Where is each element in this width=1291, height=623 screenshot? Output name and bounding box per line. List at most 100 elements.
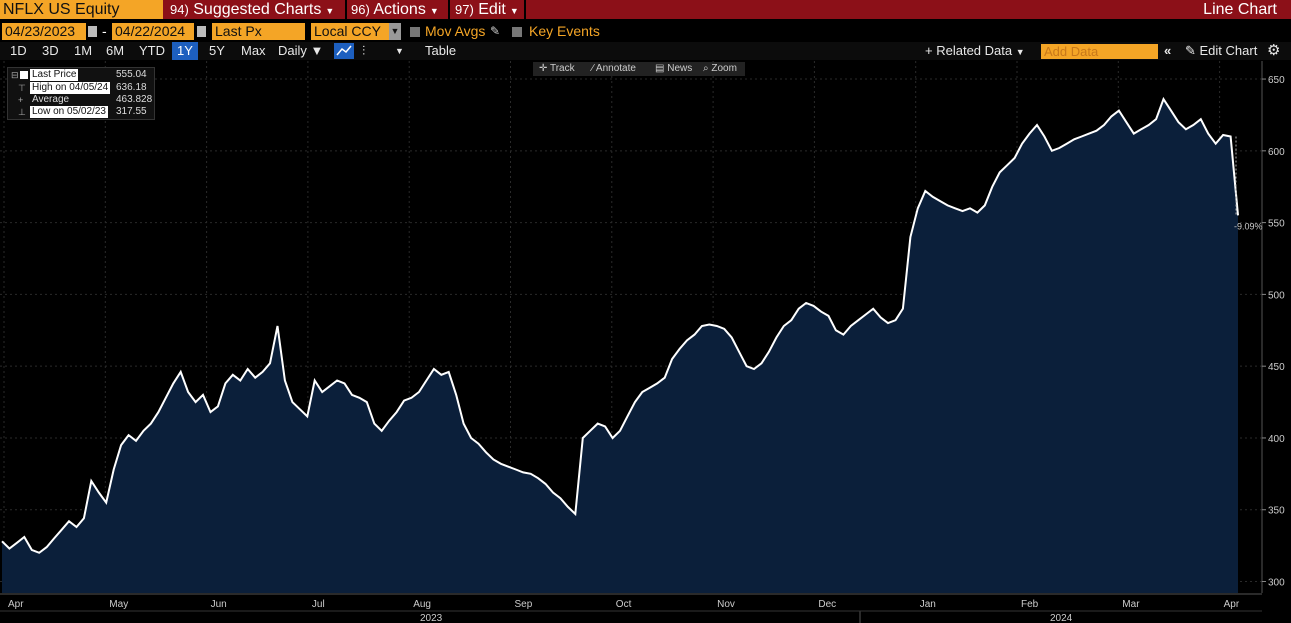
tool-label: Zoom [711,63,737,74]
calendar-icon[interactable] [197,26,206,37]
legend-value: 555.04 [116,69,147,80]
actions-menu[interactable]: 96) Actions ▼ [351,0,439,19]
legend-label: Low on 05/02/23 [30,106,108,118]
start-date-input[interactable]: 04/23/2023 [2,23,86,40]
edit-chart-button[interactable]: ✎ Edit Chart [1185,43,1258,58]
year-label: 2023 [420,613,443,623]
period-1m[interactable]: 1M [74,43,93,58]
line-chart-icon-graphic [336,45,352,56]
y-tick-label: 600 [1268,147,1285,158]
edit-menu[interactable]: 97) Edit ▼ [455,0,519,19]
chart-settings-row: 04/23/2023 - 04/22/2024 Last Px Local CC… [0,23,1291,41]
key-events-label[interactable]: Key Events [529,23,600,39]
y-tick-label: 350 [1268,506,1285,517]
collapse-icon[interactable]: « [1164,43,1172,58]
line-chart-icon[interactable] [334,43,354,59]
mov-avgs-label[interactable]: Mov Avgs [425,23,486,39]
caret-down-icon: ▼ [310,43,324,58]
low-marker-icon: ⊥ [18,107,26,117]
end-date-input[interactable]: 04/22/2024 [112,23,194,40]
currency-select[interactable]: Local CCY [311,23,389,40]
y-tick-label: 550 [1268,219,1285,230]
expand-icon[interactable]: ⊟ [11,70,19,80]
x-tick-label: Apr [1224,599,1240,610]
y-tick-label: 650 [1268,75,1285,86]
x-tick-label: Dec [818,599,836,610]
news-tool[interactable]: ▤ News [655,63,693,74]
series-swatch [20,71,28,79]
frequency-select[interactable]: Daily ▼ [278,42,323,60]
x-tick-label: Feb [1021,599,1039,610]
period-3d[interactable]: 3D [42,43,59,58]
legend-label: High on 04/05/24 [30,82,111,94]
legend-value: 317.55 [116,106,147,117]
pencil-icon[interactable]: ✎ [490,24,501,38]
legend-value: 636.18 [116,82,147,93]
x-tick-label: Apr [8,599,24,610]
chevron-down-icon[interactable]: ▼ [389,23,401,40]
x-tick-label: Jun [211,599,227,610]
menu-number: 94) [170,2,189,17]
x-tick-label: Sep [515,599,533,610]
table-button[interactable]: Table [425,43,457,58]
average-marker-icon: + [18,95,24,105]
chart-tools-bar: ✛ Track ∕ Annotate ▤ News ⌕ Zoom [533,62,745,76]
edit-chart-label: Edit Chart [1199,43,1258,58]
y-tick-label: 450 [1268,362,1285,373]
price-chart[interactable]: 300 350 400 450 500 550 600 650 Apr May Jun Jul Aug… [0,61,1291,623]
menu-divider [345,0,347,19]
legend-box: ⊟ Last Price 555.04 ⊤ High on 04/05/24 6… [7,67,155,120]
suggested-charts-menu[interactable]: 94) Suggested Charts ▼ [170,0,334,19]
menu-label: Suggested Charts [193,1,322,18]
x-tick-label: Jul [312,599,325,610]
ticker-field[interactable]: NFLX US Equity [0,0,163,19]
top-menu-bar: NFLX US Equity 94) Suggested Charts ▼ 96)… [0,0,1291,19]
annotate-tool[interactable]: ∕ Annotate [592,63,636,74]
period-1y[interactable]: 1Y [172,42,198,60]
key-events-checkbox[interactable] [512,27,522,37]
chart-type-title: Line Chart [1203,1,1277,18]
zoom-tool[interactable]: ⌕ Zoom [703,63,737,74]
y-tick-label: 300 [1268,578,1285,589]
menu-label: Actions [373,1,426,18]
period-6m[interactable]: 6M [106,43,125,58]
x-tick-label: Nov [717,599,735,610]
x-tick-label: Oct [616,599,632,610]
related-data-menu[interactable]: + Related Data ▼ [925,43,1025,58]
period-1d[interactable]: 1D [10,43,27,58]
period-5y[interactable]: 5Y [209,43,225,58]
year-label: 2024 [1050,613,1073,623]
related-data-label: Related Data [936,43,1013,58]
menu-label: Edit [478,1,506,18]
frequency-label: Daily [278,43,307,58]
menu-divider [448,0,450,19]
legend-row-high: ⊤ High on 04/05/24 636.18 [8,82,156,94]
field-select[interactable]: Last Px [212,23,305,40]
add-data-input[interactable]: Add Data [1041,44,1158,59]
price-line [1,96,1239,554]
mov-avgs-checkbox[interactable] [410,27,420,37]
legend-row-average: + Average 463.828 [8,94,156,106]
x-tick-label: Aug [413,599,431,610]
track-tool[interactable]: ✛ Track [539,63,575,74]
x-tick-label: Mar [1122,599,1140,610]
menu-number: 97) [455,2,474,17]
tool-label: Track [549,63,575,74]
date-separator: - [102,23,107,39]
y-tick-label: 500 [1268,290,1285,301]
bar-chart-icon[interactable]: ⫶ [362,43,366,58]
period-ytd[interactable]: YTD [139,43,165,58]
period-toolbar: 1D 3D 1M 6M YTD 1Y 5Y Max Daily ▼ ⫶ ▼ Ta… [0,42,1291,60]
calendar-icon[interactable] [88,26,97,37]
x-tick-label: May [109,599,128,610]
y-axis: 300 350 400 450 500 550 600 650 [1261,61,1285,593]
caret-down-icon: ▼ [509,6,519,16]
period-max[interactable]: Max [241,43,266,58]
caret-down-icon: ▼ [1015,47,1025,57]
gear-icon[interactable]: ⚙ [1267,42,1281,59]
legend-label: Average [32,94,70,105]
chevron-down-icon[interactable]: ▼ [395,46,404,56]
price-area-fill [2,99,1238,593]
menu-number: 96) [351,2,370,17]
legend-label: Last Price [30,69,79,81]
